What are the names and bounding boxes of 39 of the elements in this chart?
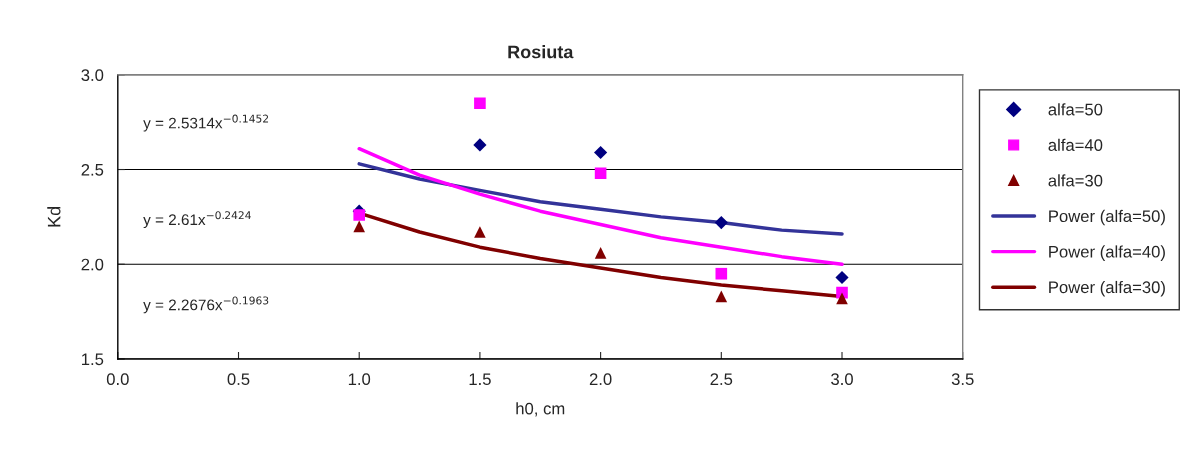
line-series: [357, 146, 844, 266]
x-tick-label: 3.0: [831, 373, 853, 386]
chart-title: Rosiuta: [508, 45, 574, 59]
point: [594, 247, 607, 259]
legend-label: alfa=30: [1048, 174, 1103, 187]
point: [714, 215, 728, 230]
x-tick-label: 1.5: [469, 373, 491, 386]
legend-label: alfa=50: [1048, 103, 1103, 116]
line-series: [357, 162, 844, 236]
legend-label: Power (alfa=40): [1049, 245, 1165, 261]
point: [474, 226, 486, 238]
y-axis-title: Kd: [47, 207, 61, 227]
legend-label: Power (alfa=30): [1049, 280, 1165, 297]
x-axis-title: h0, cm: [516, 402, 565, 417]
y-tick-label: 2.5: [81, 163, 104, 176]
point: [594, 145, 608, 160]
point: [715, 290, 728, 303]
point: [836, 292, 848, 305]
x-tick-label: 0.0: [106, 373, 129, 386]
point: [353, 220, 366, 233]
x-tick-label: 2.5: [710, 373, 733, 386]
x-tick-label: 1.0: [348, 373, 371, 386]
y-tick-label: 1.5: [82, 353, 104, 366]
y-tick-label: 3.0: [81, 69, 104, 82]
legend-label: Power (alfa=50): [1049, 209, 1165, 226]
point: [715, 267, 728, 280]
legend-label: alfa=40: [1048, 138, 1103, 151]
x-tick-label: 3.5: [951, 373, 974, 386]
point: [594, 167, 607, 180]
point: [353, 209, 366, 221]
annotation: y = 2.5314x$^{−0.1452}$: [143, 114, 269, 132]
point: [835, 270, 849, 285]
x-tick-label: 2.0: [589, 373, 612, 386]
annotation: y = 2.61x$^{−0.2424}$: [143, 211, 251, 229]
y-tick-label: 2.0: [81, 258, 104, 271]
x-tick-label: 0.5: [227, 373, 250, 386]
point: [473, 138, 487, 152]
annotation: y = 2.2676x$^{−0.1963}$: [143, 296, 269, 314]
point: [474, 97, 486, 110]
